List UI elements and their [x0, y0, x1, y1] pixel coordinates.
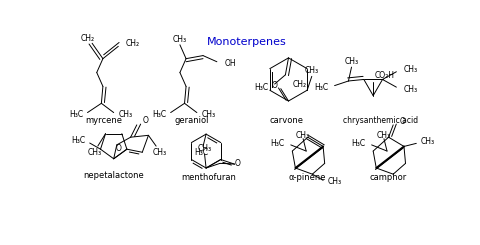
Text: O: O — [398, 117, 404, 126]
Text: H₃C: H₃C — [350, 139, 365, 148]
Text: CH₃: CH₃ — [152, 148, 166, 157]
Text: CO₂H: CO₂H — [374, 71, 394, 80]
Text: CH₂: CH₂ — [292, 80, 307, 89]
Text: H₃C: H₃C — [152, 110, 166, 119]
Text: CH₃: CH₃ — [118, 110, 132, 119]
Text: CH₂: CH₂ — [126, 39, 140, 48]
Text: CH₃: CH₃ — [304, 66, 318, 75]
Text: CH₃: CH₃ — [327, 177, 341, 186]
Text: CH₃: CH₃ — [201, 110, 215, 119]
Text: H₃C: H₃C — [194, 148, 208, 157]
Text: Monoterpenes: Monoterpenes — [206, 37, 286, 47]
Text: O: O — [235, 159, 240, 168]
Text: CH₃: CH₃ — [295, 131, 310, 140]
Text: geraniol: geraniol — [175, 116, 209, 125]
Text: nepetalactone: nepetalactone — [83, 171, 144, 180]
Text: H₃C: H₃C — [270, 139, 284, 148]
Text: H₃C: H₃C — [313, 83, 328, 92]
Text: OH: OH — [224, 59, 236, 68]
Text: H₃C: H₃C — [69, 110, 83, 119]
Text: carvone: carvone — [269, 116, 303, 125]
Text: CH₃: CH₃ — [420, 137, 434, 146]
Text: myrcene: myrcene — [85, 116, 122, 125]
Text: CH₃: CH₃ — [344, 57, 358, 66]
Text: CH₃: CH₃ — [87, 148, 102, 157]
Text: H₃C: H₃C — [254, 83, 268, 92]
Text: CH₃: CH₃ — [403, 65, 417, 74]
Text: chrysanthemic acid: chrysanthemic acid — [343, 116, 418, 125]
Text: CH₃: CH₃ — [197, 144, 211, 153]
Text: CH₂: CH₂ — [80, 34, 95, 43]
Text: O: O — [115, 144, 121, 153]
Text: CH₃: CH₃ — [376, 131, 390, 140]
Text: camphor: camphor — [369, 173, 407, 182]
Text: O: O — [142, 116, 148, 125]
Text: O: O — [271, 81, 277, 90]
Text: CH₃: CH₃ — [403, 85, 417, 94]
Text: H₃C: H₃C — [71, 136, 85, 145]
Text: α-pinene: α-pinene — [288, 173, 326, 182]
Text: CH₃: CH₃ — [172, 35, 187, 44]
Text: menthofuran: menthofuran — [181, 173, 236, 182]
